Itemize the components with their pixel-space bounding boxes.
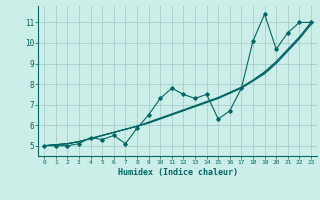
X-axis label: Humidex (Indice chaleur): Humidex (Indice chaleur) — [118, 168, 238, 177]
